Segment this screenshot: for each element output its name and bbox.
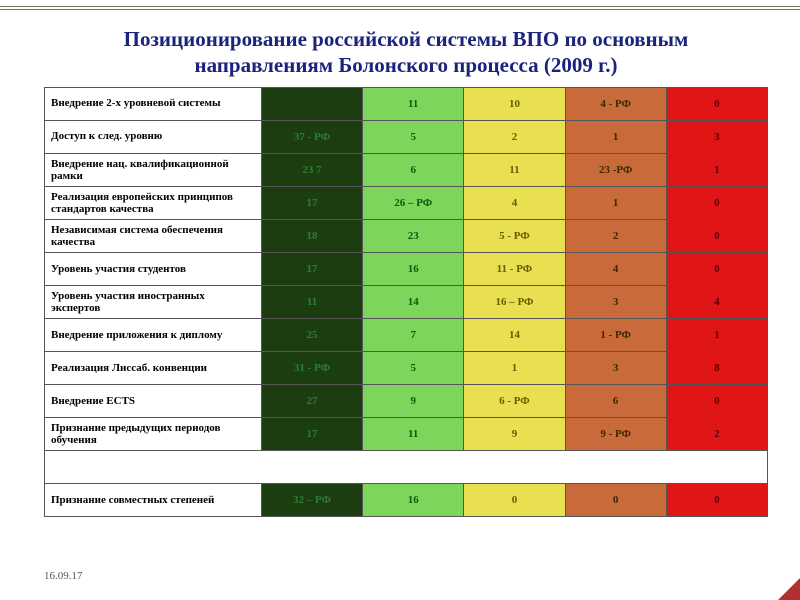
data-cell: 4: [666, 286, 767, 319]
data-cell: 11: [363, 87, 464, 120]
table-row: Признание предыдущих периодов обучения17…: [45, 418, 768, 451]
data-cell: 23: [363, 219, 464, 252]
table-row: Уровень участия иностранных экспертов111…: [45, 286, 768, 319]
table-row: Реализация европейских принципов стандар…: [45, 186, 768, 219]
data-cell: 2: [565, 219, 666, 252]
row-label: Реализация Лиссаб. конвенции: [45, 352, 262, 385]
row-label: Внедрение нац. квалификационной рамки: [45, 153, 262, 186]
table-row: Доступ к след. уровню37 - РФ5213: [45, 120, 768, 153]
data-cell: 1: [666, 153, 767, 186]
row-label: Внедрение приложения к диплому: [45, 319, 262, 352]
data-cell: 11: [261, 286, 362, 319]
row-label: Уровень участия иностранных экспертов: [45, 286, 262, 319]
data-cell: 16: [363, 484, 464, 517]
data-cell: 1: [565, 120, 666, 153]
row-label: Признание предыдущих периодов обучения: [45, 418, 262, 451]
data-cell: 37 - РФ: [261, 120, 362, 153]
row-label: Доступ к след. уровню: [45, 120, 262, 153]
data-cell: 17: [261, 418, 362, 451]
row-label: Внедрение 2-х уровневой системы: [45, 87, 262, 120]
data-cell: 0: [464, 484, 565, 517]
data-cell: 5: [363, 352, 464, 385]
data-cell: 7: [363, 319, 464, 352]
spacer-row: [45, 451, 768, 484]
table-row: Внедрение приложения к диплому257141 - Р…: [45, 319, 768, 352]
table-row: Внедрение ECTS2796 - РФ60: [45, 385, 768, 418]
data-cell: 14: [363, 286, 464, 319]
row-label: Признание совместных степеней: [45, 484, 262, 517]
data-cell: 8: [666, 352, 767, 385]
data-cell: 1: [565, 186, 666, 219]
data-cell: 4: [565, 253, 666, 286]
data-cell: 25: [261, 319, 362, 352]
row-label: Независимая система обеспечения качества: [45, 219, 262, 252]
data-cell: 6: [363, 153, 464, 186]
data-table: Внедрение 2-х уровневой системы11104 - Р…: [44, 87, 768, 518]
data-cell: 3: [565, 286, 666, 319]
data-cell: 23 -РФ: [565, 153, 666, 186]
data-cell: 18: [261, 219, 362, 252]
corner-fold-icon: [778, 578, 800, 600]
data-cell: [261, 87, 362, 120]
data-cell: 0: [666, 219, 767, 252]
data-cell: 26 – РФ: [363, 186, 464, 219]
data-cell: 1: [464, 352, 565, 385]
data-cell: 31 - РФ: [261, 352, 362, 385]
table-row: Внедрение 2-х уровневой системы 11104 - Р…: [45, 87, 768, 120]
data-cell: 11: [464, 153, 565, 186]
slide-title: Позиционирование российской системы ВПО …: [54, 26, 758, 79]
data-cell: 4 - РФ: [565, 87, 666, 120]
title-rule: [0, 6, 800, 10]
data-cell: 17: [261, 253, 362, 286]
data-cell: 6 - РФ: [464, 385, 565, 418]
table-row: Независимая система обеспечения качества…: [45, 219, 768, 252]
data-cell: 3: [565, 352, 666, 385]
table-row: Уровень участия студентов171611 - РФ40: [45, 253, 768, 286]
data-cell: 3: [666, 120, 767, 153]
data-cell: 6: [565, 385, 666, 418]
data-cell: 2: [666, 418, 767, 451]
data-cell: 0: [666, 385, 767, 418]
row-label: Уровень участия студентов: [45, 253, 262, 286]
data-cell: 16 – РФ: [464, 286, 565, 319]
data-cell: 9 - РФ: [565, 418, 666, 451]
data-cell: 27: [261, 385, 362, 418]
row-label: Реализация европейских принципов стандар…: [45, 186, 262, 219]
data-cell: 5: [363, 120, 464, 153]
tbody: Внедрение 2-х уровневой системы11104 - Р…: [45, 87, 768, 517]
data-cell: 17: [261, 186, 362, 219]
data-cell: 9: [464, 418, 565, 451]
row-label: Внедрение ECTS: [45, 385, 262, 418]
slide: Позиционирование российской системы ВПО …: [0, 0, 800, 600]
data-cell: 0: [666, 253, 767, 286]
data-cell: 1: [666, 319, 767, 352]
data-cell: 4: [464, 186, 565, 219]
data-cell: 1 - РФ: [565, 319, 666, 352]
data-cell: 5 - РФ: [464, 219, 565, 252]
data-cell: 2: [464, 120, 565, 153]
table-row: Реализация Лиссаб. конвенции31 - РФ5138: [45, 352, 768, 385]
table-row: Внедрение нац. квалификационной рамки23 …: [45, 153, 768, 186]
data-cell: 10: [464, 87, 565, 120]
data-cell: 0: [666, 87, 767, 120]
data-cell: 9: [363, 385, 464, 418]
data-cell: 14: [464, 319, 565, 352]
data-cell: 16: [363, 253, 464, 286]
data-cell: 32 – РФ: [261, 484, 362, 517]
data-cell: 23 7: [261, 153, 362, 186]
data-cell: 11 - РФ: [464, 253, 565, 286]
footer-date: 16.09.17: [44, 570, 83, 582]
data-cell: 0: [565, 484, 666, 517]
table-row: Признание совместных степеней32 – РФ1600…: [45, 484, 768, 517]
data-cell: 11: [363, 418, 464, 451]
data-cell: 0: [666, 186, 767, 219]
data-cell: 0: [666, 484, 767, 517]
